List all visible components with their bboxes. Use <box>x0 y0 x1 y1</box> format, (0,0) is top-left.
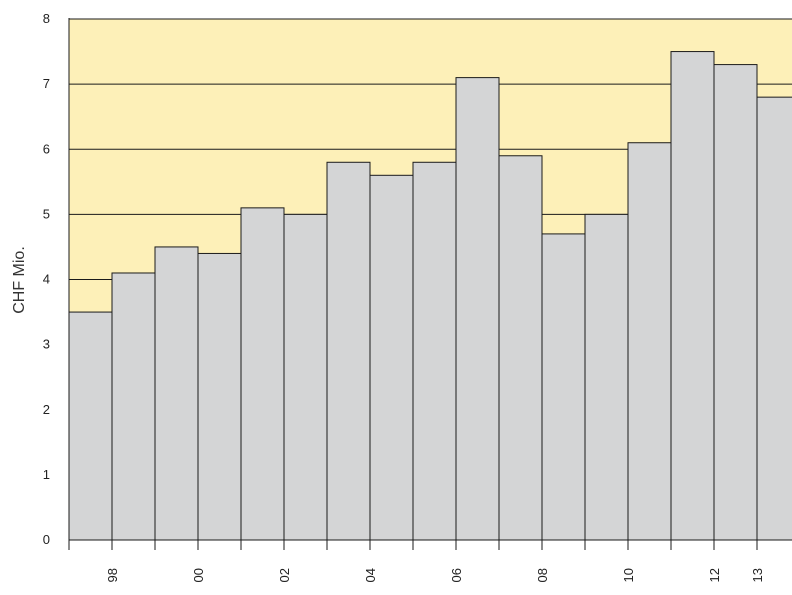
bar <box>541 233 586 541</box>
x-tick-label: 02 <box>277 568 292 582</box>
bar <box>283 213 328 541</box>
y-tick-label: 5 <box>43 206 50 221</box>
x-tick-label: 98 <box>105 568 120 582</box>
bar <box>412 161 457 541</box>
axes <box>68 18 792 550</box>
bar <box>756 96 792 541</box>
x-tick-label: 06 <box>449 568 464 582</box>
y-tick-label: 7 <box>43 76 50 91</box>
bar <box>240 207 285 541</box>
x-tick-label: 10 <box>621 568 636 582</box>
bar <box>498 155 543 541</box>
y-tick-label: 6 <box>43 141 50 156</box>
y-tick-label: 2 <box>43 402 50 417</box>
x-tick-label: 13 <box>750 568 765 582</box>
bar <box>455 77 500 541</box>
bar <box>68 311 113 541</box>
bar <box>369 174 414 541</box>
bar <box>111 272 156 541</box>
bar <box>326 161 371 541</box>
y-tick-label: 4 <box>43 272 50 287</box>
y-tick-label: 8 <box>43 11 50 26</box>
bar <box>670 51 715 541</box>
y-tick-label: 3 <box>43 337 50 352</box>
y-tick-label: 1 <box>43 467 50 482</box>
bar <box>154 246 199 541</box>
bar <box>713 64 758 541</box>
x-tick-label: 04 <box>363 568 378 582</box>
x-tick-labels: 98 00 02 04 06 08 10 12 13 <box>105 568 765 582</box>
y-axis-label: CHF Mio. <box>11 246 28 314</box>
y-tick-labels: 0 1 2 3 4 5 6 7 8 <box>43 11 50 547</box>
x-tick-label: 12 <box>707 568 722 582</box>
bar <box>197 252 242 541</box>
bar <box>627 142 672 541</box>
bar <box>584 213 629 541</box>
x-tick-label: 00 <box>191 568 206 582</box>
bars <box>68 51 792 541</box>
x-tick-label: 08 <box>535 568 550 582</box>
y-tick-label: 0 <box>43 532 50 547</box>
